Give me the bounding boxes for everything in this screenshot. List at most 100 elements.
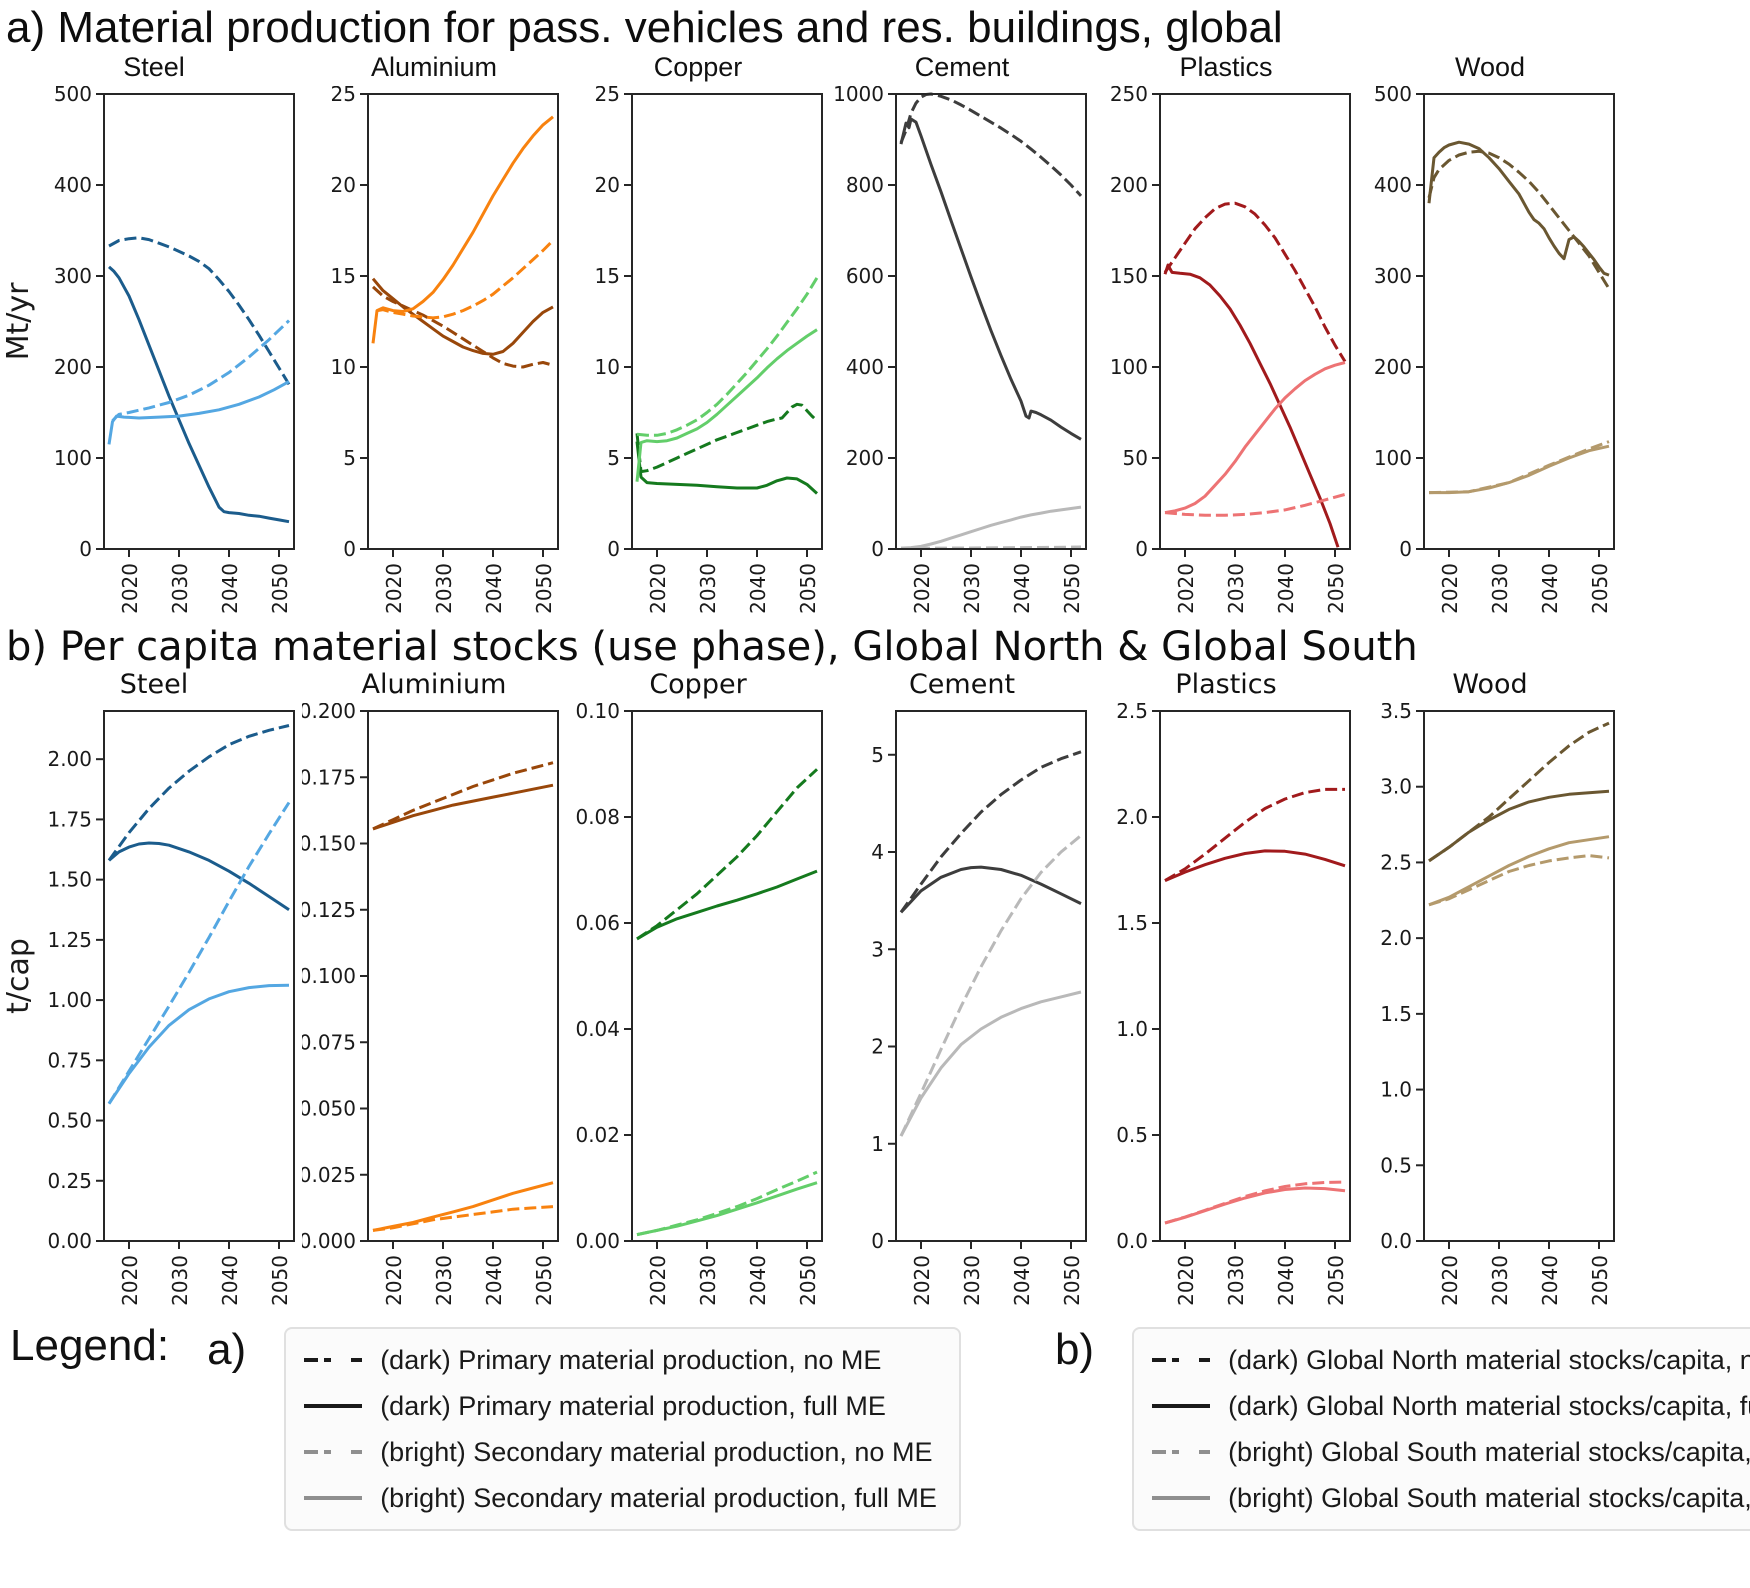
series-south-full-me — [1164, 1186, 1346, 1225]
dashed-line-sample-icon — [304, 1450, 363, 1455]
svg-text:0.000: 0.000 — [302, 1229, 356, 1253]
svg-text:0.50: 0.50 — [47, 1109, 92, 1133]
series-south-no-me — [899, 834, 1082, 1138]
legend-b-label: b) — [1054, 1325, 1095, 1375]
series-north-full-me — [108, 841, 290, 912]
svg-text:1.50: 1.50 — [47, 868, 92, 892]
svg-text:2050: 2050 — [796, 1255, 820, 1306]
subplot-canvas: 0 100 200 300 400 500 2020 2030 2040 2050 — [1374, 86, 1615, 614]
svg-text:1.75: 1.75 — [47, 808, 92, 832]
series-secondary-no-me — [1164, 493, 1346, 518]
svg-text:2040: 2040 — [746, 563, 770, 614]
svg-text:200: 200 — [846, 446, 884, 470]
panel-a-charts: Steel 0 100 200 300 400 500 2020 2030 2040 2050 Mt/… — [0, 52, 1750, 615]
series-north-full-me — [1164, 849, 1346, 883]
series-secondary-no-me — [900, 545, 1082, 551]
series-south-full-me — [1428, 835, 1610, 907]
svg-text:2.5: 2.5 — [1116, 703, 1148, 723]
y-axis-label: Mt/yr — [6, 282, 36, 361]
svg-text:0: 0 — [607, 537, 620, 561]
svg-text:5: 5 — [871, 743, 884, 767]
svg-text:0.025: 0.025 — [302, 1163, 356, 1187]
series-south-full-me — [899, 990, 1082, 1138]
series-north-no-me — [636, 768, 819, 941]
subplot-copper-a: Copper 0 5 10 15 20 25 2020 2030 2040 2050 — [566, 52, 830, 615]
legend-item-label: (bright) Global South material stocks/ca… — [1228, 1482, 1750, 1513]
subplot-title: Plastics — [1179, 52, 1273, 83]
svg-text:0.5: 0.5 — [1380, 1154, 1412, 1178]
subplot-title: Copper — [653, 52, 743, 83]
svg-text:2020: 2020 — [910, 563, 934, 614]
subplot-aluminium-b: Aluminium 0.000 0.025 0.050 0.075 0.100 0.125 0… — [302, 669, 566, 1307]
legend-item-label: (bright) Secondary material production, … — [380, 1436, 933, 1467]
solid-line-sample-icon — [1152, 1496, 1211, 1501]
svg-text:1.5: 1.5 — [1380, 1002, 1412, 1026]
svg-text:2030: 2030 — [696, 1255, 720, 1306]
subplot-canvas: 0.0 0.5 1.0 1.5 2.0 2.5 2020 2030 2040 2050 — [1116, 703, 1351, 1306]
subplot-canvas: 0 50 100 150 200 250 2020 2030 2040 2050 — [1110, 86, 1351, 614]
svg-text:0.25: 0.25 — [47, 1169, 92, 1193]
svg-text:2050: 2050 — [532, 1255, 556, 1306]
subplot-title: Wood — [1452, 669, 1528, 701]
svg-text:300: 300 — [54, 264, 92, 288]
dashed-line-sample-icon — [304, 1358, 363, 1363]
series-primary-full-me — [371, 278, 554, 357]
legend-box-a: (dark) Primary material production, no M… — [284, 1327, 961, 1532]
figure-root: a) Material production for pass. vehicle… — [0, 3, 1750, 1532]
svg-text:20: 20 — [595, 173, 620, 197]
subplot-copper-b: Copper 0.00 0.02 0.04 0.06 0.08 0.10 2020 2030 20… — [566, 669, 830, 1307]
svg-text:25: 25 — [331, 86, 356, 106]
svg-text:2020: 2020 — [1174, 1255, 1198, 1306]
series-secondary-no-me — [111, 319, 291, 423]
svg-text:5: 5 — [343, 446, 356, 470]
svg-text:1.0: 1.0 — [1116, 1017, 1148, 1041]
svg-text:2040: 2040 — [218, 1255, 242, 1306]
svg-text:5: 5 — [607, 446, 620, 470]
y-axis-label: t/cap — [6, 938, 36, 1014]
legend-item-south-no-me: (bright) Global South material stocks/ca… — [1150, 1431, 1750, 1473]
legend-item-primary-no-me: (dark) Primary material production, no M… — [302, 1339, 937, 1381]
svg-text:2040: 2040 — [1010, 563, 1034, 614]
svg-text:1.00: 1.00 — [47, 988, 92, 1012]
svg-text:100: 100 — [1110, 355, 1148, 379]
series-north-full-me — [372, 784, 554, 831]
series-south-no-me — [636, 1171, 818, 1237]
subplot-wood-b: Wood 0.0 0.5 1.0 1.5 2.0 2.5 3.0 3.5 2020 2030 2040… — [1358, 669, 1622, 1307]
svg-text:10: 10 — [595, 355, 620, 379]
svg-text:2030: 2030 — [960, 1255, 984, 1306]
svg-text:0.075: 0.075 — [302, 1031, 356, 1055]
legend-item-label: (bright) Secondary material production, … — [380, 1482, 937, 1513]
svg-text:2020: 2020 — [118, 1255, 142, 1306]
series-secondary-full-me — [1429, 445, 1610, 495]
subplot-steel-a: Steel 0 100 200 300 400 500 2020 2030 2040 2050 Mt/… — [6, 52, 302, 615]
subplot-title: Cement — [908, 669, 1016, 701]
svg-text:2050: 2050 — [796, 563, 820, 614]
svg-text:500: 500 — [54, 86, 92, 106]
svg-text:2030: 2030 — [432, 563, 456, 614]
svg-text:300: 300 — [1374, 264, 1412, 288]
svg-text:0.125: 0.125 — [302, 898, 356, 922]
svg-text:2030: 2030 — [1224, 1255, 1248, 1306]
svg-text:2020: 2020 — [1438, 1255, 1462, 1306]
legend-item-label: (dark) Global North material stocks/capi… — [1228, 1390, 1750, 1421]
svg-text:2040: 2040 — [746, 1255, 770, 1306]
series-north-full-me — [1428, 790, 1610, 863]
series-north-full-me — [899, 865, 1082, 914]
subplot-canvas: 0 100 200 300 400 500 2020 2030 2040 2050 Mt/yr — [6, 86, 295, 614]
series-south-no-me — [1164, 1180, 1346, 1225]
series-primary-full-me — [1163, 263, 1340, 549]
series-primary-no-me — [1163, 202, 1347, 363]
svg-text:0.02: 0.02 — [575, 1123, 620, 1147]
svg-text:0.10: 0.10 — [575, 703, 620, 723]
legend-item-secondary-full-me: (bright) Secondary material production, … — [302, 1477, 937, 1519]
svg-text:15: 15 — [595, 264, 620, 288]
svg-text:15: 15 — [331, 264, 356, 288]
svg-text:0: 0 — [871, 537, 884, 561]
subplot-canvas: 0 5 10 15 20 25 2020 2030 2040 2050 — [331, 86, 559, 614]
svg-text:2.0: 2.0 — [1380, 927, 1412, 951]
subplot-title: Plastics — [1175, 669, 1277, 701]
svg-text:400: 400 — [1374, 173, 1412, 197]
svg-text:200: 200 — [54, 355, 92, 379]
svg-text:2040: 2040 — [1274, 563, 1298, 614]
subplot-canvas: 0.00 0.02 0.04 0.06 0.08 0.10 2020 2030 2040 2050 — [575, 703, 823, 1306]
